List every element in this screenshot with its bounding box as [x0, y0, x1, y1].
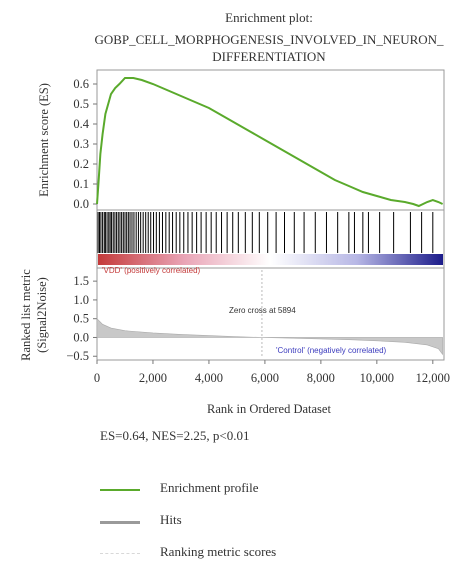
x-tick-label: 6,000 — [251, 371, 279, 385]
enrichment-statistics: ES=0.64, NES=2.25, p<0.01 — [100, 428, 250, 443]
x-tick-label: 8,000 — [307, 371, 335, 385]
metric-y-tick-label: 1.5 — [73, 274, 89, 288]
x-tick-label: 4,000 — [195, 371, 223, 385]
es-panel-frame — [96, 69, 445, 211]
es-y-tick-label: 0.6 — [73, 77, 89, 91]
positive-correlation-label: 'VDD' (positively correlated) — [102, 266, 201, 275]
legend-label-hits: Hits — [160, 512, 182, 527]
ranked-metric-area — [96, 317, 443, 356]
chart-subtitle-line1: GOBP_CELL_MORPHOGENESIS_INVOLVED_IN_NEUR… — [94, 32, 444, 47]
x-tick-label: 12,000 — [416, 371, 450, 385]
metric-panel-frame — [96, 267, 445, 361]
es-line-group — [96, 77, 444, 208]
es-y-tick-label: 0.5 — [73, 97, 89, 111]
hit-lines — [97, 212, 434, 253]
metric-y-ticks: −0.5 0.0 0.5 1.0 1.5 — [66, 274, 97, 363]
metric-y-axis-label-line2: (Signal2Noise) — [35, 277, 49, 353]
legend-swatch-enrichment-profile — [100, 489, 140, 491]
metric-y-tick-label: 0.5 — [73, 312, 89, 326]
es-y-tick-label: 0.0 — [73, 197, 89, 211]
chart-title: Enrichment plot: — [225, 10, 313, 25]
metric-area — [96, 270, 443, 358]
enrichment-profile-line — [96, 77, 444, 208]
metric-y-tick-label: −0.5 — [66, 349, 89, 363]
es-y-tick-label: 0.3 — [73, 137, 89, 151]
chart-subtitle-line2: DIFFERENTIATION — [212, 49, 326, 64]
metric-y-tick-label: 1.0 — [73, 293, 89, 307]
x-axis-label: Rank in Ordered Dataset — [207, 402, 331, 416]
heatmap-gradient-bar — [98, 254, 443, 265]
legend-item-ranking-metric-scores: Ranking metric scores — [100, 544, 400, 564]
zero-cross-label: Zero cross at 5894 — [229, 306, 296, 315]
x-tick-label: 10,000 — [360, 371, 394, 385]
legend-label-enrichment-profile: Enrichment profile — [160, 480, 259, 495]
x-tick-label: 0 — [94, 371, 100, 385]
legend-swatch-ranking-metric-scores — [100, 553, 140, 554]
gsea-enrichment-plot: Enrichment plot: GOBP_CELL_MORPHOGENESIS… — [19, 10, 450, 416]
legend-item-hits: Hits — [100, 512, 400, 532]
metric-y-tick-label: 0.0 — [73, 330, 89, 344]
negative-correlation-label: 'Control' (negatively correlated) — [276, 346, 387, 355]
es-y-tick-label: 0.1 — [73, 177, 89, 191]
legend-label-ranking-metric-scores: Ranking metric scores — [160, 544, 277, 559]
metric-y-axis-label-line1: Ranked list metric — [19, 269, 33, 361]
x-tick-label: 2,000 — [139, 371, 167, 385]
x-ticks: 0 2,000 4,000 6,000 8,000 10,000 12,000 — [94, 360, 450, 385]
es-y-axis-label: Enrichment score (ES) — [37, 83, 51, 197]
heatmap-bar — [98, 254, 443, 265]
legend-swatch-hits — [100, 521, 140, 524]
legend-item-enrichment-profile: Enrichment profile — [100, 480, 400, 500]
es-y-tick-label: 0.4 — [73, 117, 89, 131]
es-y-tick-label: 0.2 — [73, 157, 89, 171]
es-y-ticks: 0.0 0.1 0.2 0.3 0.4 0.5 0.6 — [73, 77, 97, 211]
